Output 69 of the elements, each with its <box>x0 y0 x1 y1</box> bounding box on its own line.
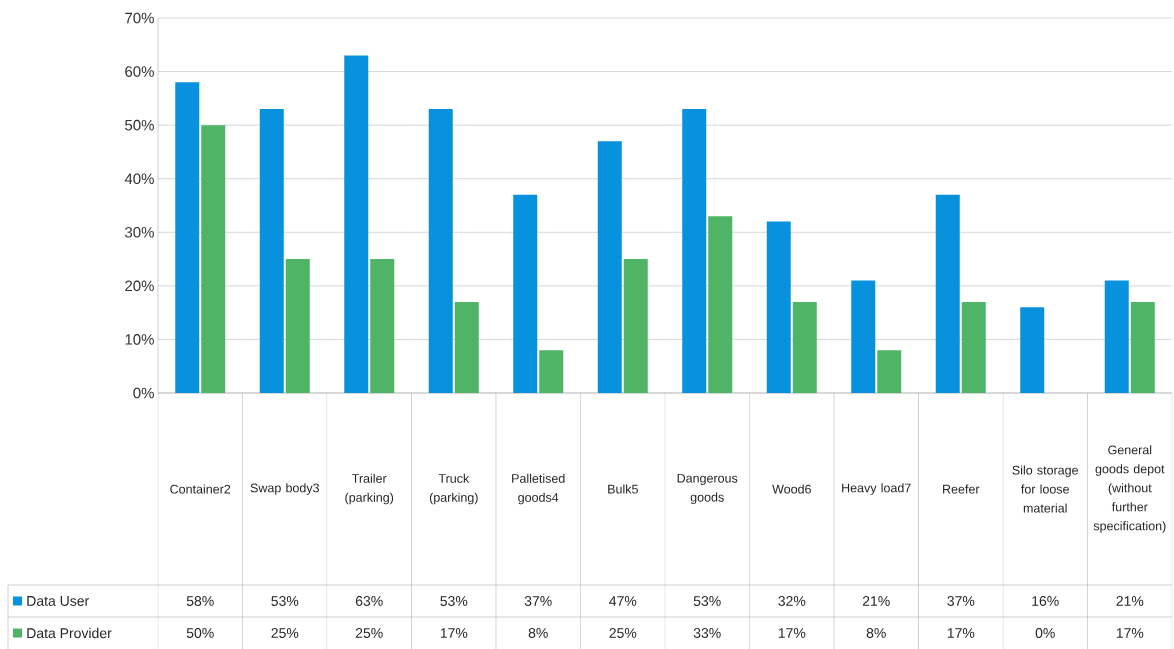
data-label: 47% <box>609 596 637 606</box>
bar <box>285 259 310 393</box>
bar <box>877 350 902 393</box>
bar <box>1020 307 1045 393</box>
bar <box>851 280 876 393</box>
bar <box>961 301 986 393</box>
bar <box>344 55 369 393</box>
bar <box>454 301 479 393</box>
data-label: 63% <box>355 596 383 606</box>
bar <box>259 109 284 393</box>
bar <box>428 109 453 393</box>
x-tick-label: Trailer (parking) <box>345 473 394 505</box>
data-label: 21% <box>1116 596 1144 606</box>
x-tick-label: General goods depot (without further specification) <box>1093 445 1166 533</box>
data-label: 37% <box>524 596 552 606</box>
data-label: 53% <box>271 596 299 606</box>
data-label: 8% <box>528 628 548 638</box>
bar <box>708 216 733 393</box>
data-label: 53% <box>440 596 468 606</box>
x-tick-label: Truck (parking) <box>429 473 478 505</box>
x-tick-label: Heavy load7 <box>842 483 911 495</box>
data-label: 37% <box>947 596 975 606</box>
data-label: 25% <box>355 628 383 638</box>
data-label: 17% <box>947 628 975 638</box>
data-label: 8% <box>866 628 886 638</box>
x-tick-label: Dangerous goods <box>677 473 738 505</box>
data-label: 58% <box>186 596 214 606</box>
bar <box>1130 301 1155 393</box>
bar <box>597 141 622 393</box>
bar <box>766 221 791 393</box>
y-tick-label: 40% <box>124 173 154 185</box>
data-label: 53% <box>693 596 721 606</box>
x-tick-label: Bulk5 <box>608 484 638 494</box>
data-label: 25% <box>271 628 299 638</box>
data-label: 17% <box>1116 628 1144 638</box>
legend-label: Data User <box>27 596 89 606</box>
legend-label: Data Provider <box>27 627 112 639</box>
x-tick-label: Wood6 <box>772 484 811 494</box>
x-tick-label: Reefer <box>943 484 980 494</box>
data-label: 17% <box>440 628 468 638</box>
y-tick-label: 70% <box>125 12 154 24</box>
data-label: 17% <box>778 628 806 638</box>
bar <box>539 350 564 393</box>
bar <box>370 259 395 393</box>
data-label: 0% <box>1035 628 1055 638</box>
bar <box>201 125 226 393</box>
y-tick-label: 60% <box>125 66 154 77</box>
data-label: 25% <box>609 628 637 638</box>
x-tick-label: Swap body3 <box>250 483 319 495</box>
data-label: 50% <box>186 628 214 638</box>
bar <box>1104 280 1129 393</box>
y-tick-label: 20% <box>125 280 154 292</box>
data-label: 32% <box>778 596 806 606</box>
data-label: 21% <box>862 596 890 606</box>
bar <box>175 82 200 393</box>
bar <box>513 194 538 393</box>
x-tick-label: Palletised goods4 <box>512 473 565 505</box>
y-tick-label: 50% <box>125 119 154 131</box>
bar <box>623 259 648 393</box>
data-label: 33% <box>693 628 721 638</box>
y-tick-label: 30% <box>125 226 154 238</box>
y-tick-label: 10% <box>125 334 154 345</box>
y-tick-label: 0% <box>133 387 154 399</box>
data-label: 16% <box>1032 596 1059 606</box>
bar <box>935 194 960 393</box>
bar <box>792 301 817 393</box>
x-tick-label: Silo storage for loose material <box>1012 465 1078 513</box>
bar <box>682 109 707 393</box>
x-tick-label: Container2 <box>170 484 231 494</box>
